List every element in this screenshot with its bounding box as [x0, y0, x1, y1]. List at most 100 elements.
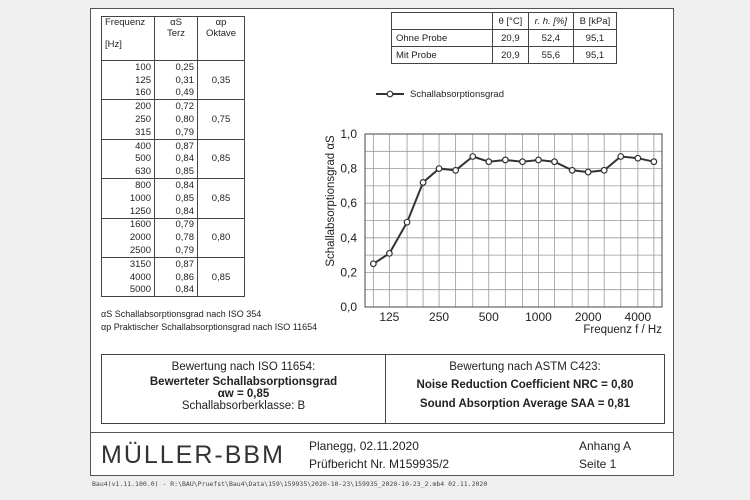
terz-cell: 0,84: [154, 152, 198, 166]
climate-corner: [391, 12, 493, 30]
freq-unit-label: [Hz]: [105, 39, 122, 50]
data-point: [634, 154, 642, 162]
iso-class: Schallabsorberklasse: B: [181, 400, 306, 412]
table-row: 500 0,84: [101, 152, 245, 166]
iso-title: Bewertung nach ISO 11654:: [171, 361, 316, 373]
place-date: Planegg, 02.11.2020: [309, 439, 419, 453]
absorption-chart: Schallabsorptionsgrad 0,0 0,2 0,4 0,6 0,8 1,0…: [325, 89, 663, 336]
table-row: 2500 0,79: [101, 244, 245, 258]
data-point: [419, 179, 427, 186]
note-alpha-p: αp Praktischer Schallabsorptionsgrad nac…: [101, 322, 318, 332]
data-point: [385, 249, 393, 257]
terz-cell: 0,85: [154, 191, 198, 205]
x-tick-label: 125: [379, 310, 399, 324]
table-row: 250 0,80: [101, 113, 245, 126]
freq-cell: 2500: [101, 244, 155, 258]
climate-header: θ [°C]: [492, 12, 529, 30]
absorption-table: Frequenz [Hz] αS Terz αp Oktave 100 0,25 0,35…: [101, 16, 245, 298]
terz-cell: 0,79: [154, 217, 198, 232]
freq-cell: 1250: [101, 204, 155, 219]
terz-cell: 0,79: [154, 125, 198, 140]
data-point: [469, 153, 477, 160]
table-row: 4000 0,86: [101, 270, 245, 284]
y-tick-label: 0,2: [340, 265, 357, 279]
climate-cell: 52,4: [527, 29, 574, 47]
climate-row-label: Mit Probe: [391, 46, 493, 64]
x-tick-label: 4000: [625, 310, 652, 324]
octave-symbol: αp: [215, 17, 227, 28]
freq-cell: 1000: [101, 191, 155, 205]
report-sheet: Frequenz [Hz] αS Terz αp Oktave 100 0,25 0,35…: [90, 8, 674, 476]
terz-header: αS Terz: [154, 16, 198, 61]
terz-cell: 0,85: [154, 165, 198, 179]
data-point: [519, 158, 526, 166]
iso-weighted-label: Bewerteter Schallabsorptionsgrad: [149, 376, 338, 388]
x-tick-label: 2000: [575, 310, 602, 324]
terz-cell: 0,31: [154, 73, 198, 87]
freq-cell: 5000: [101, 283, 155, 298]
octave-cell: 0,80: [197, 217, 245, 258]
data-point: [403, 218, 411, 226]
table-row: 315 0,79: [101, 125, 245, 140]
climate-header: B [kPa]: [572, 12, 618, 30]
astm-evaluation: Bewertung nach ASTM C423: Noise Reductio…: [385, 355, 665, 423]
octave-cell: 0,35: [197, 59, 245, 101]
freq-cell: 500: [101, 152, 155, 166]
x-tick-label: 250: [429, 310, 449, 324]
freq-cell: 315: [101, 125, 155, 140]
table-row: 1000 0,85: [101, 191, 245, 205]
y-tick-label: 0,0: [340, 300, 357, 314]
freq-cell: 630: [101, 165, 155, 179]
freq-cell: 160: [101, 86, 155, 100]
terz-cell: 0,87: [154, 256, 198, 271]
astm-title: Bewertung nach ASTM C423:: [449, 361, 601, 373]
x-tick-label: 1000: [525, 310, 552, 324]
company-logo: MÜLLER-BBM: [101, 441, 285, 469]
data-point: [551, 158, 558, 166]
absorption-table-body: 100 0,25 0,35 125 0,31 160 0,49 200 0,72 0,75 250 0…: [101, 59, 245, 298]
data-point: [452, 166, 460, 174]
file-path: Bau4(v1.11.100.0) - R:\BAU\Pruefst\Bau4\…: [92, 480, 488, 488]
astm-saa: Sound Absorption Average SAA = 0,81: [419, 398, 631, 410]
table-row: 3150 0,87 0,85: [101, 256, 245, 298]
y-tick-label: 0,6: [340, 196, 357, 210]
table-row: 200 0,72 0,75: [101, 99, 245, 140]
series-line: [372, 155, 655, 265]
iso-evaluation: Bewertung nach ISO 11654: Bewerteter Sch…: [102, 355, 386, 423]
freq-cell: 250: [101, 113, 155, 126]
octave-cell: 0,75: [197, 99, 245, 140]
terz-cell: 0,84: [154, 204, 198, 219]
octave-cell: 0,85: [197, 138, 245, 180]
terz-cell: 0,86: [154, 270, 198, 284]
climate-cell: 95,1: [572, 29, 618, 47]
octave-cell: 0,85: [197, 256, 245, 298]
climate-row-label: Ohne Probe: [391, 29, 493, 47]
freq-cell: 800: [101, 178, 155, 192]
x-axis-label: Frequenz f / Hz: [583, 324, 662, 336]
data-point: [485, 158, 493, 166]
table-row: 400 0,87 0,85: [101, 138, 245, 180]
freq-header-label: Frequenz: [105, 17, 146, 28]
terz-cell: 0,49: [154, 86, 198, 100]
terz-cell: 0,72: [154, 99, 198, 114]
y-axis-label: Schallabsorptionsgrad αS: [325, 135, 337, 267]
chart-legend: Schallabsorptionsgrad: [376, 89, 504, 100]
report-footer: MÜLLER-BBM Planegg, 02.11.2020 Prüfberic…: [91, 432, 673, 477]
terz-cell: 0,84: [154, 178, 198, 192]
data-point: [535, 156, 542, 164]
table-row: 1600 0,79 0,80: [101, 217, 245, 258]
terz-cell: 0,25: [154, 59, 198, 74]
table-row: 630 0,85: [101, 165, 245, 179]
terz-cell: 0,87: [154, 138, 198, 153]
freq-cell: 400: [101, 138, 155, 153]
climate-cell: 20,9: [492, 46, 529, 64]
data-point: [435, 165, 443, 172]
y-tick-label: 0,4: [340, 231, 357, 245]
climate-table: θ [°C] r. h. [%] B [kPa] Ohne Probe 20,9…: [391, 12, 618, 64]
terz-label: Terz: [167, 28, 185, 39]
freq-cell: 3150: [101, 256, 155, 271]
terz-cell: 0,79: [154, 244, 198, 258]
note-alpha-s: αS Schallabsorptionsgrad nach ISO 354: [101, 309, 262, 319]
octave-label: Oktave: [205, 28, 237, 39]
plot-frame: [364, 133, 663, 308]
